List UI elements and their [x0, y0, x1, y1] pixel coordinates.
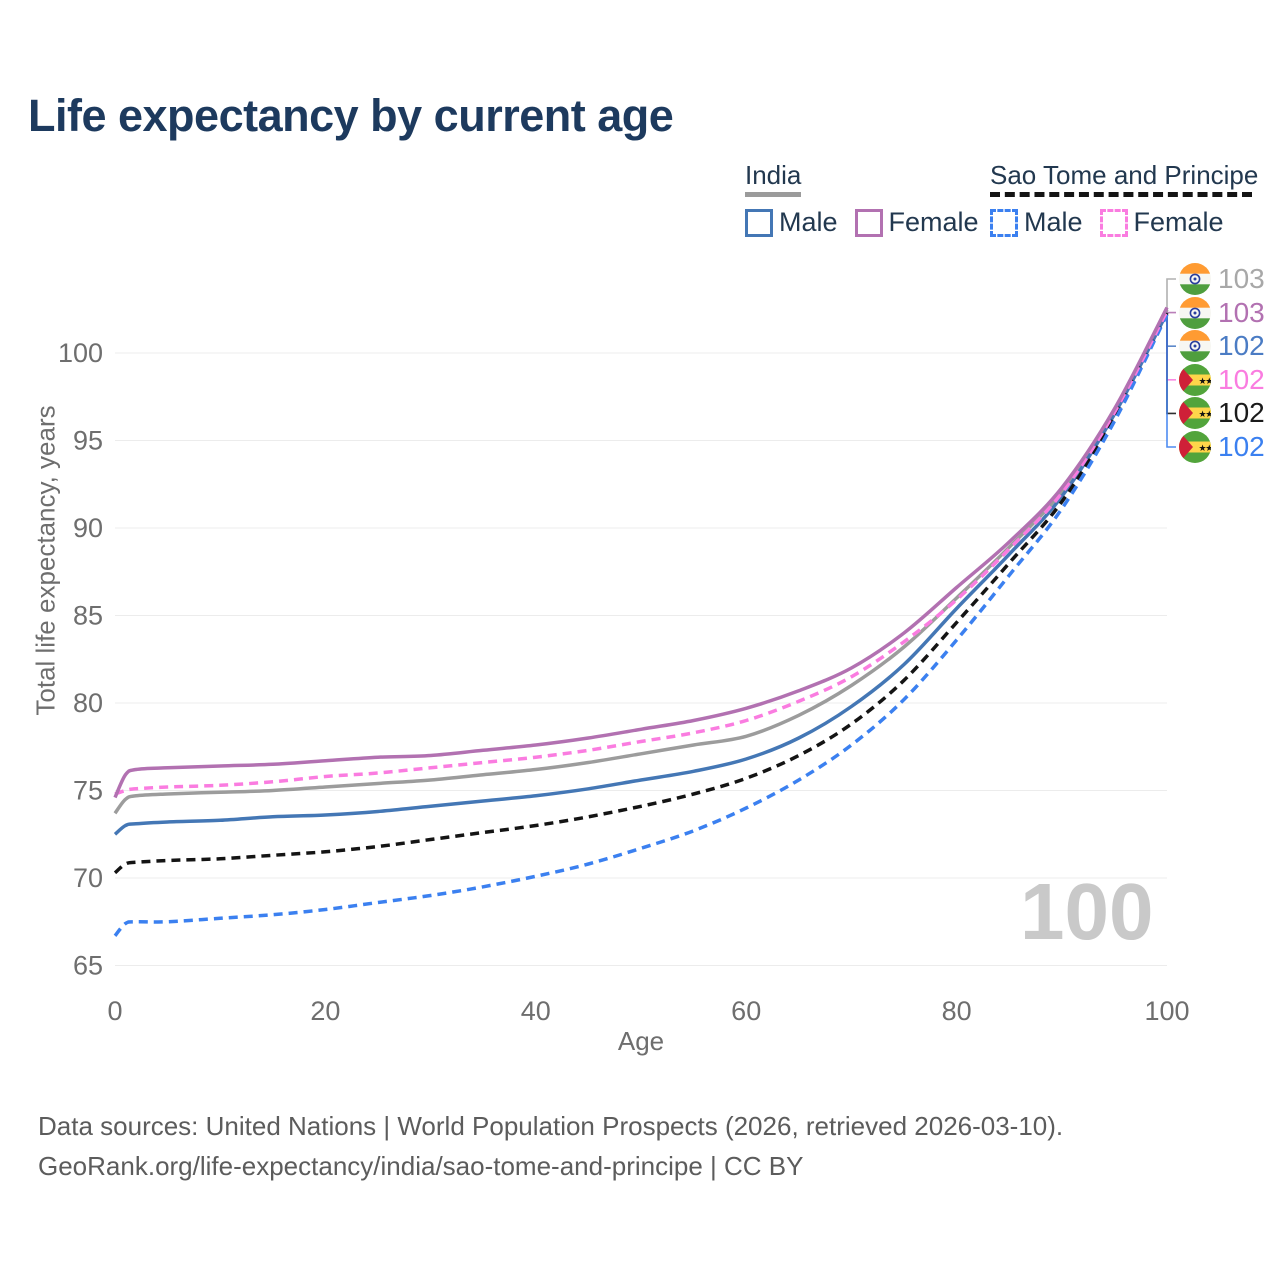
end-label-value: 102 — [1218, 330, 1265, 362]
x-tick-label: 40 — [521, 996, 551, 1026]
watermark: 100 — [1020, 867, 1154, 956]
y-axis-title-wrap: Total life expectancy, years — [24, 330, 68, 790]
sao-tome-male-swatch-icon — [990, 208, 1018, 237]
y-tick-label: 75 — [73, 776, 103, 806]
footer: Data sources: United Nations | World Pop… — [38, 1106, 1063, 1186]
end-label-row: ★ ★ 102 — [1179, 397, 1265, 430]
leader-line — [1166, 314, 1176, 448]
x-tick-label: 80 — [942, 996, 972, 1026]
end-label-value: 102 — [1218, 397, 1265, 429]
end-label-value: 103 — [1218, 296, 1265, 328]
india-male-swatch-icon — [745, 208, 773, 237]
sao-tome-flag-icon: ★ ★ — [1179, 397, 1211, 430]
y-tick-label: 65 — [73, 951, 103, 981]
series-line-india-both-sexes[interactable] — [113, 308, 1169, 815]
end-label-value: 102 — [1218, 431, 1265, 462]
x-tick-label: 20 — [310, 996, 340, 1026]
y-tick-label: 80 — [73, 688, 103, 718]
end-label-row: ★ ★ 102 — [1179, 363, 1265, 396]
sao-tome-flag-icon: ★ ★ — [1179, 363, 1211, 396]
legend-group-india: India Male Female — [745, 160, 996, 238]
series-line-india-female[interactable] — [113, 306, 1169, 799]
legend-label: Male — [1024, 207, 1083, 237]
x-axis-title: Age — [617, 1026, 665, 1056]
series-line-sao-tome-and-principe-male[interactable] — [113, 313, 1169, 937]
sao-tome-female-swatch-icon — [1099, 208, 1128, 237]
leader-line — [1166, 278, 1176, 310]
svg-text:★: ★ — [1205, 377, 1211, 387]
leader-line — [1166, 312, 1176, 415]
sao-tome-flag-icon: ★ ★ — [1179, 431, 1211, 463]
legend-label: Male — [779, 207, 838, 237]
india-flag-icon — [1179, 330, 1211, 363]
y-tick-label: 95 — [73, 426, 103, 456]
svg-text:★: ★ — [1199, 410, 1207, 420]
end-label-row: ★ ★ 102 — [1179, 431, 1265, 464]
svg-text:★: ★ — [1199, 444, 1207, 454]
leader-line — [1166, 312, 1176, 347]
y-tick-label: 100 — [58, 338, 103, 368]
india-flag-icon — [1179, 296, 1211, 329]
footer-data-sources: Data sources: United Nations | World Pop… — [38, 1111, 1064, 1141]
svg-text:★: ★ — [1205, 444, 1211, 454]
legend-india-underline — [745, 192, 801, 197]
legend-item-sao-tome-female[interactable]: Female — [1099, 207, 1224, 238]
legend-item-india-female[interactable]: Female — [854, 207, 979, 238]
series-line-sao-tome-and-principe-female[interactable] — [114, 310, 1169, 796]
series-line-sao-tome-and-principe-both-sexes[interactable] — [113, 312, 1169, 875]
end-label-value: 103 — [1218, 263, 1265, 294]
leader-line — [1166, 311, 1176, 381]
legend-india-title: India — [745, 160, 802, 190]
x-tick-label: 100 — [1144, 996, 1189, 1026]
legend-item-india-male[interactable]: Male — [745, 207, 838, 238]
x-tick-label: 60 — [731, 996, 761, 1026]
y-axis-title: Total life expectancy, years — [30, 404, 61, 716]
legend-label: Female — [1133, 207, 1224, 237]
legend-sao-tome-underline — [990, 192, 1252, 197]
legend-label: Female — [888, 207, 979, 237]
y-tick-label: 70 — [73, 863, 103, 893]
legend-sao-tome-title: Sao Tome and Principe — [990, 160, 1259, 190]
x-tick-label: 0 — [107, 996, 122, 1026]
series-line-india-male[interactable] — [113, 311, 1169, 836]
page-title: Life expectancy by current age — [28, 90, 674, 141]
india-female-swatch-icon — [854, 208, 883, 237]
end-label-row: 102 — [1179, 330, 1265, 363]
footer-attribution: GeoRank.org/life-expectancy/india/sao-to… — [38, 1151, 804, 1181]
legend-group-sao-tome: Sao Tome and Principe Male Female — [990, 160, 1258, 238]
end-label-row: 103 — [1179, 296, 1265, 329]
y-tick-label: 85 — [73, 601, 103, 631]
y-tick-label: 90 — [73, 513, 103, 543]
svg-text:★: ★ — [1199, 377, 1207, 387]
india-flag-icon — [1179, 263, 1211, 295]
legend-item-sao-tome-male[interactable]: Male — [990, 207, 1083, 238]
end-label-value: 102 — [1218, 363, 1265, 395]
end-label-row: 103 — [1179, 263, 1265, 296]
svg-text:★: ★ — [1205, 410, 1211, 420]
